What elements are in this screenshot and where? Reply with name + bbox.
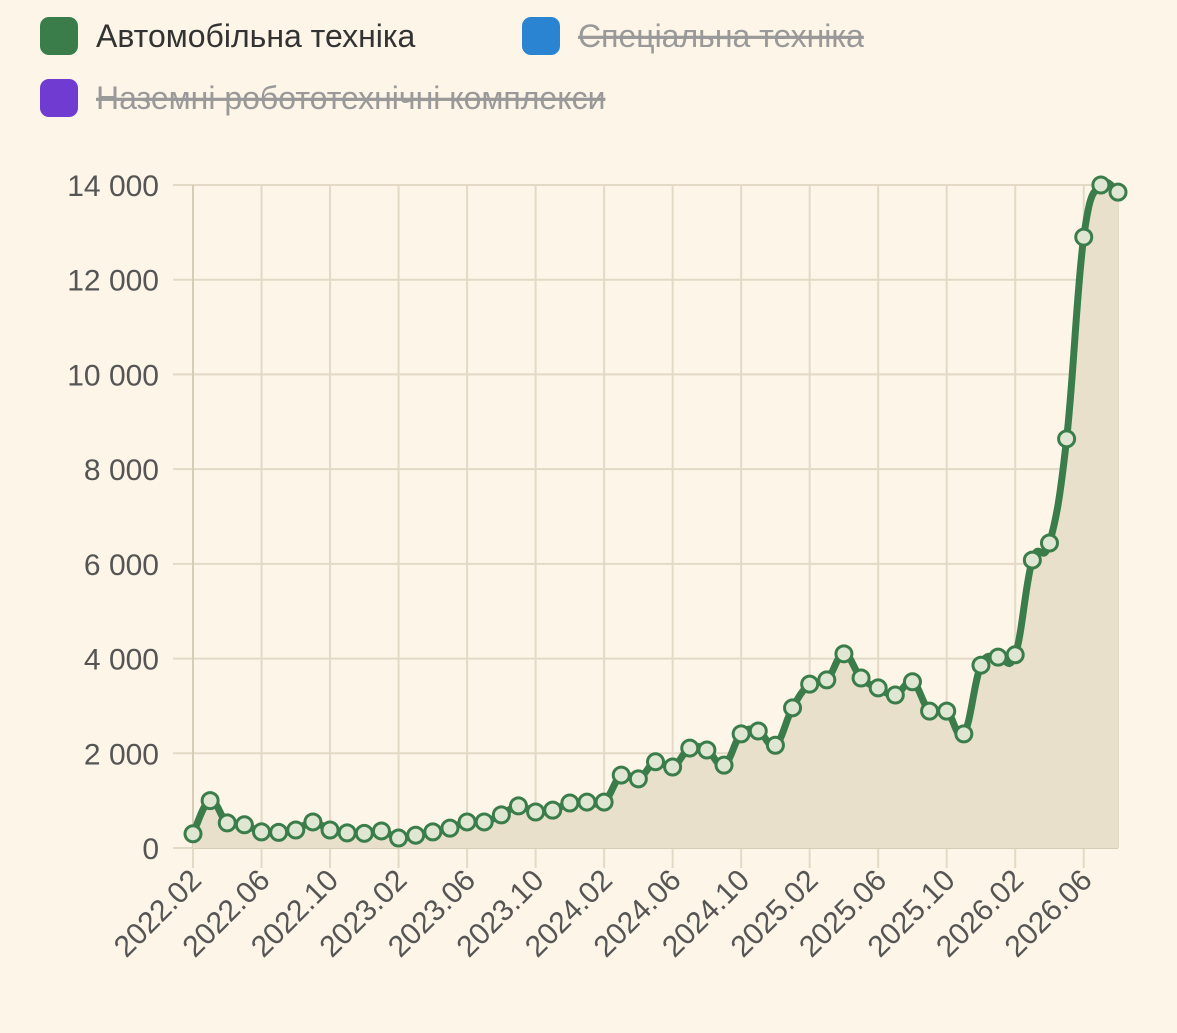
point <box>252 822 272 842</box>
point <box>491 805 511 825</box>
y-tick-label: 14 000 <box>67 170 159 203</box>
area <box>193 182 1118 848</box>
legend-label[interactable]: Автомобільна техніка <box>96 18 416 54</box>
point <box>783 698 803 718</box>
point <box>303 812 323 832</box>
y-tick-label: 8 000 <box>84 454 159 487</box>
point <box>1022 550 1042 570</box>
point <box>440 818 460 838</box>
point <box>543 800 563 820</box>
point <box>200 791 220 811</box>
point <box>560 793 580 813</box>
point <box>937 701 957 721</box>
point <box>800 674 820 694</box>
point <box>834 644 854 664</box>
legend-swatch[interactable] <box>522 17 560 55</box>
point <box>594 792 614 812</box>
y-tick-label: 0 <box>142 833 159 866</box>
point <box>765 735 785 755</box>
point <box>457 812 477 832</box>
point <box>286 820 306 840</box>
point <box>354 823 374 843</box>
point <box>217 813 237 833</box>
point <box>1074 227 1094 247</box>
point <box>971 655 991 675</box>
point <box>954 724 974 744</box>
point <box>508 796 528 816</box>
y-tick-label: 6 000 <box>84 549 159 582</box>
point <box>371 821 391 841</box>
point <box>988 647 1008 667</box>
point <box>628 769 648 789</box>
y-tick-label: 10 000 <box>67 359 159 392</box>
point <box>577 792 597 812</box>
point <box>680 738 700 758</box>
legend-label[interactable]: Спеціальна техніка <box>578 18 864 54</box>
legend-swatch[interactable] <box>40 79 78 117</box>
point <box>1039 533 1059 553</box>
point <box>851 668 871 688</box>
point <box>1108 182 1128 202</box>
point <box>885 685 905 705</box>
point <box>817 670 837 690</box>
point <box>697 740 717 760</box>
point <box>902 672 922 692</box>
point <box>1057 429 1077 449</box>
point <box>389 828 409 848</box>
point <box>714 755 734 775</box>
y-tick-label: 4 000 <box>84 644 159 677</box>
point <box>1005 645 1025 665</box>
point <box>868 678 888 698</box>
point <box>320 820 340 840</box>
legend-label[interactable]: Наземні робототехнічні комплекси <box>96 80 605 116</box>
point <box>748 721 768 741</box>
point <box>1091 175 1111 195</box>
point <box>611 765 631 785</box>
point <box>731 724 751 744</box>
y-tick-label: 12 000 <box>67 265 159 298</box>
point <box>526 802 546 822</box>
y-tick-label: 2 000 <box>84 738 159 771</box>
point <box>920 701 940 721</box>
point <box>474 812 494 832</box>
point <box>234 815 254 835</box>
point <box>406 825 426 845</box>
point <box>269 822 289 842</box>
point <box>423 822 443 842</box>
legend-swatch[interactable] <box>40 17 78 55</box>
point <box>646 752 665 772</box>
point <box>337 823 357 843</box>
point <box>183 824 203 844</box>
point <box>663 757 683 777</box>
